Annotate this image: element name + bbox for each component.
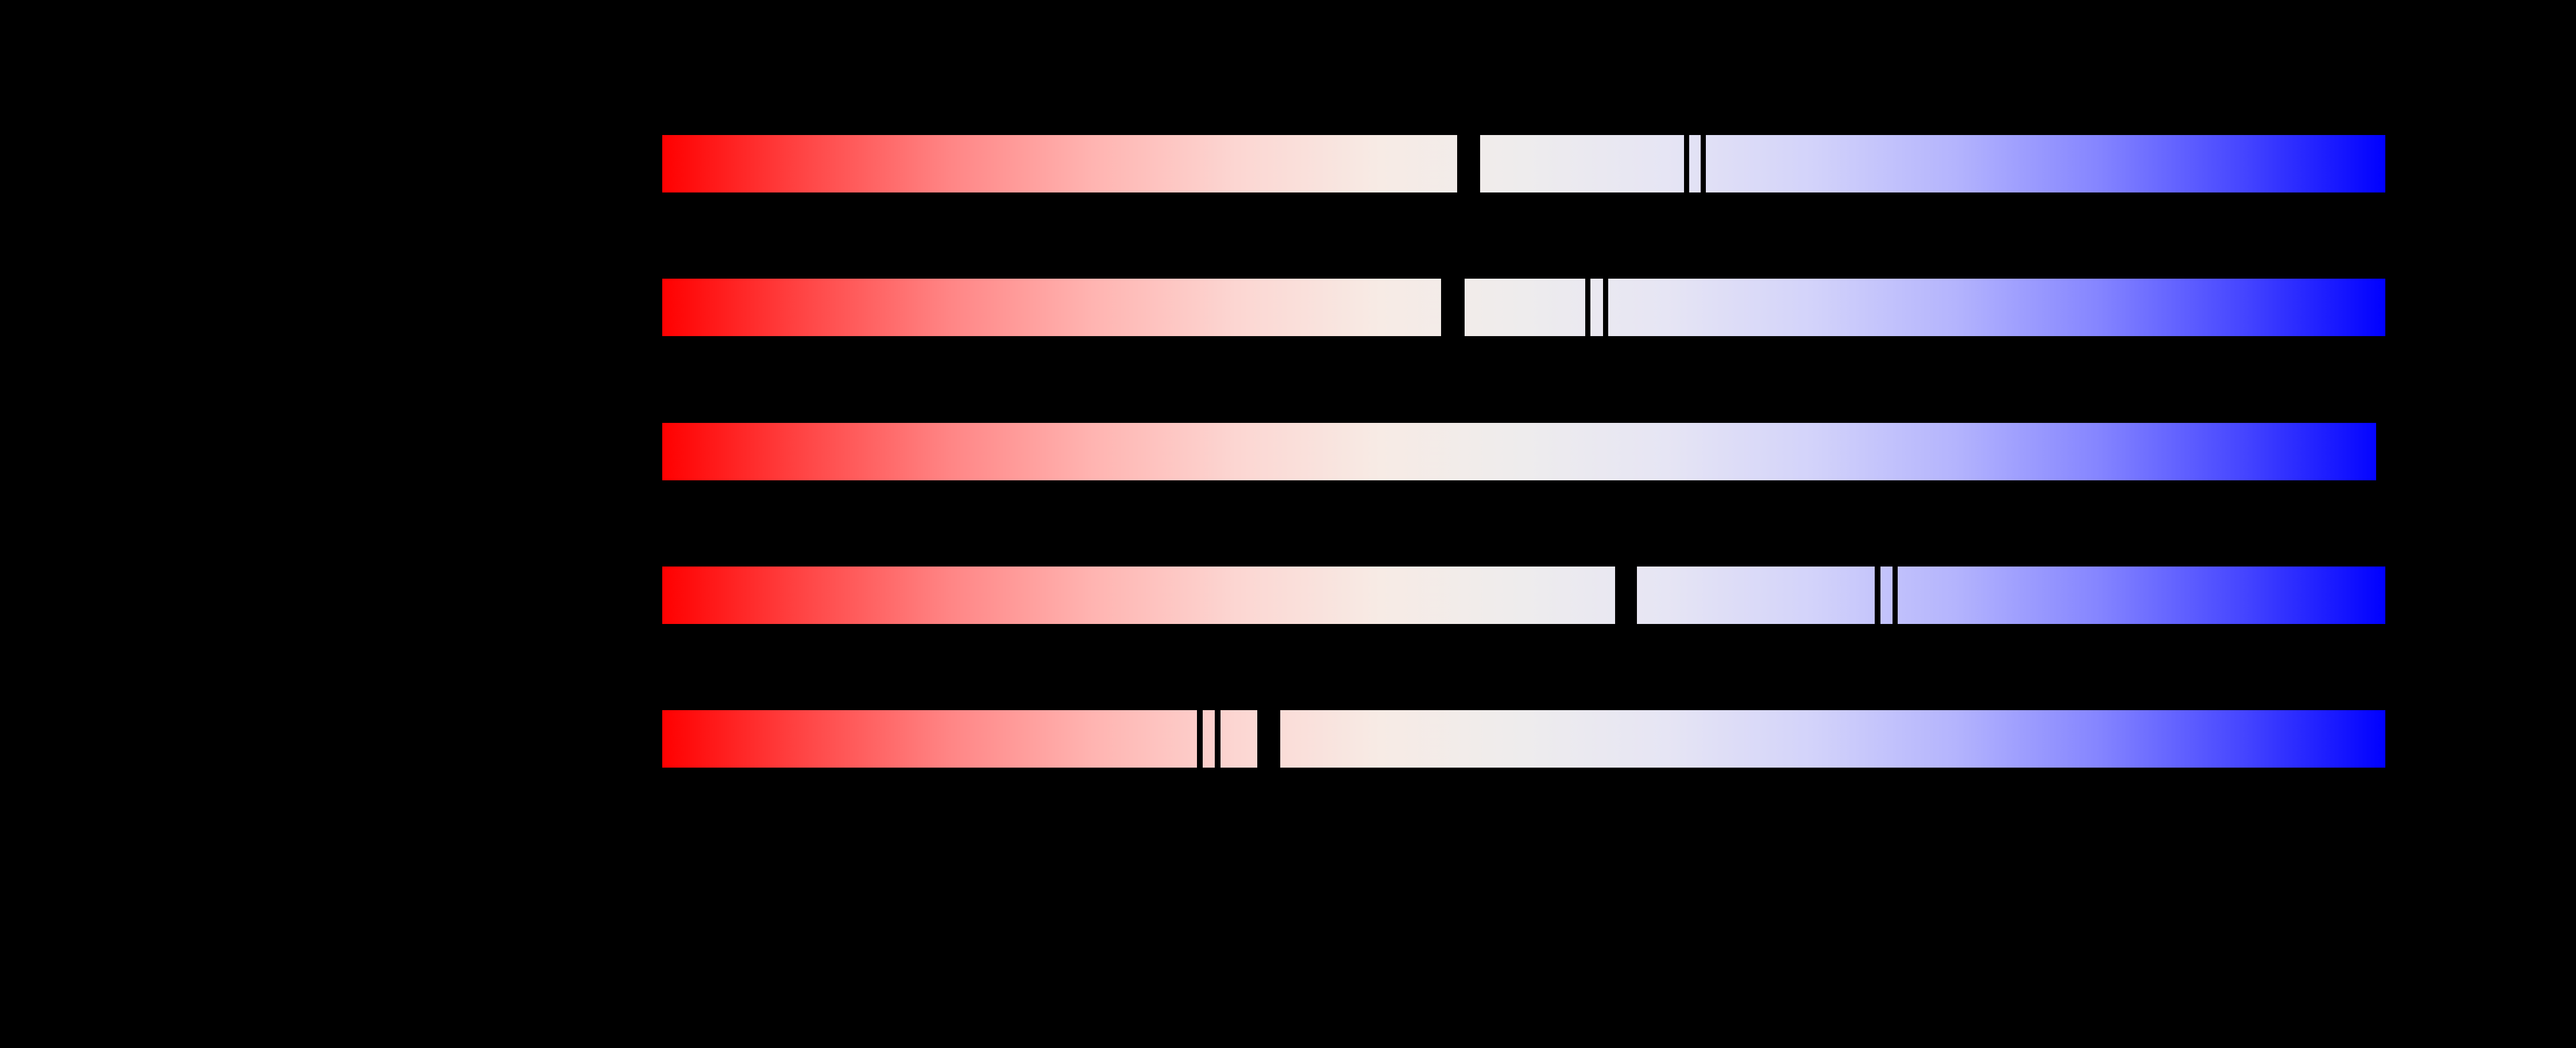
tick-marker [1684,135,1689,192]
tick-marker [1585,279,1591,336]
tick-marker [1197,710,1203,768]
tick-marker [1603,279,1608,336]
tick-marker [1701,135,1706,192]
bar-3 [662,423,2376,480]
bar-2 [662,279,2385,336]
bar-5 [662,710,2385,768]
gap-marker [1457,135,1481,192]
bar-4 [662,567,2385,624]
gap-marker [1441,279,1465,336]
tick-marker [1875,567,1880,624]
tick-marker [1215,710,1221,768]
bar-1 [662,135,2385,192]
gap-marker [1615,567,1637,624]
gap-marker [1257,710,1281,768]
tick-marker [1893,567,1898,624]
